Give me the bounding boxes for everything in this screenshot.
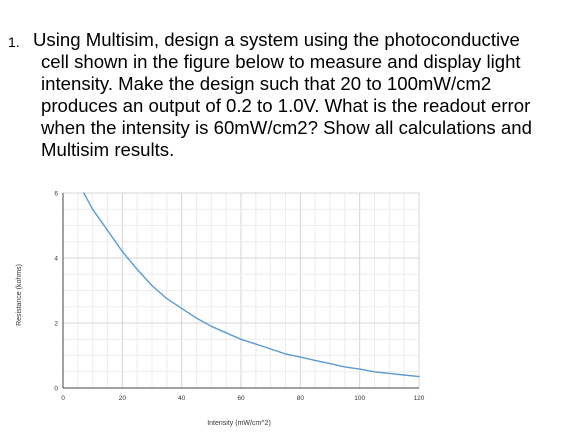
x-tick-label: 60 [237, 395, 245, 402]
x-tick-label: 40 [178, 395, 186, 402]
x-axis-label: Intensity (mW/cm^2) [207, 420, 271, 427]
question-number: 1. [8, 34, 20, 50]
question-line: intensity. Make the design such that 20 … [41, 73, 492, 94]
question-line: cell shown in the figure below to measur… [41, 51, 521, 72]
y-axis-label: Resistance (kohms) [16, 264, 23, 326]
chart-tick-labels: 0 20 40 60 80 100 120 0 2 4 6 [54, 191, 424, 403]
x-tick-label: 20 [119, 395, 127, 402]
x-tick-label: 80 [297, 395, 305, 402]
question-line: produces an output of 0.2 to 1.0V. What … [41, 95, 531, 116]
x-tick-label: 120 [414, 395, 425, 402]
question-text: Using Multisim, design a system using th… [33, 29, 563, 161]
question-line: Using Multisim, design a system using th… [33, 29, 520, 50]
question-line: when the intensity is 60mW/cm2? Show all… [41, 117, 532, 138]
question-line: Multisim results. [41, 139, 175, 160]
y-tick-label: 6 [54, 191, 58, 198]
y-tick-label: 2 [54, 321, 58, 328]
y-tick-label: 4 [54, 256, 58, 263]
chart-axes [62, 193, 419, 389]
resistance-curve [83, 192, 420, 378]
x-tick-label: 100 [354, 395, 365, 402]
x-tick-label: 0 [61, 395, 65, 402]
y-tick-label: 0 [54, 386, 58, 393]
chart-grid [62, 192, 420, 389]
chart-series [83, 192, 420, 378]
